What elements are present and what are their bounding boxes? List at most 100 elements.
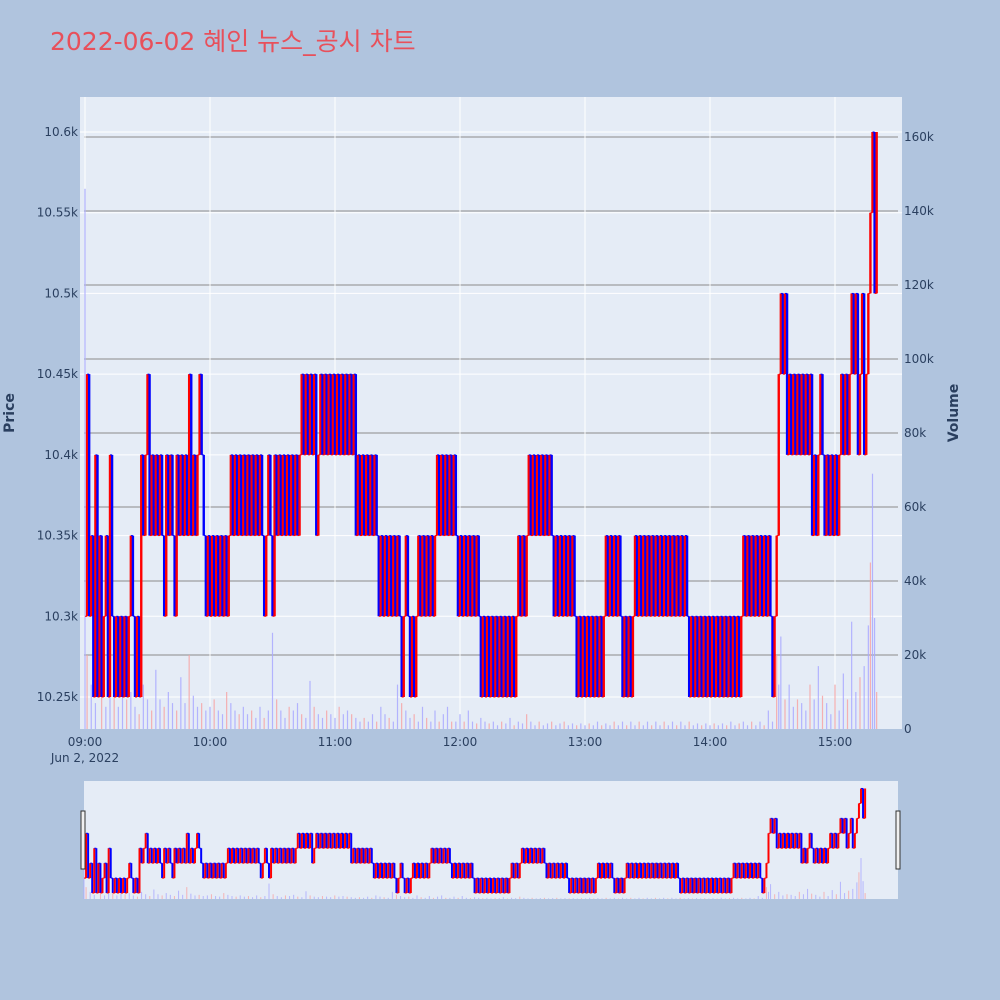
- slider-volume-bar: [264, 896, 266, 899]
- y2-tick-label: 40k: [904, 574, 926, 588]
- volume-bar: [459, 714, 461, 729]
- slider-volume-bar: [313, 896, 315, 899]
- volume-bar: [317, 714, 319, 729]
- slider-volume-bar: [190, 893, 192, 899]
- volume-bar: [155, 669, 157, 729]
- volume-bar: [455, 721, 457, 729]
- volume-bar: [367, 721, 369, 729]
- slider-volume-bar: [724, 898, 726, 899]
- slider-volume-bar: [202, 896, 204, 899]
- slider-volume-bar: [215, 896, 217, 899]
- volume-bar: [834, 684, 836, 729]
- range-slider-right-handle[interactable]: [895, 810, 901, 870]
- slider-volume-bar: [136, 896, 138, 899]
- volume-bar: [730, 721, 732, 729]
- volume-bar: [563, 721, 565, 729]
- volume-bar: [784, 699, 786, 729]
- slider-volume-bar: [778, 891, 780, 899]
- volume-bar: [876, 692, 878, 729]
- volume-bar: [692, 725, 694, 729]
- volume-bar: [355, 717, 357, 729]
- slider-volume-bar: [815, 894, 817, 899]
- slider-volume-bar: [317, 897, 319, 899]
- slider-volume-bar: [469, 898, 471, 899]
- slider-volume-bar: [231, 896, 233, 899]
- slider-volume-bar: [482, 898, 484, 899]
- slider-volume-bar: [149, 896, 151, 899]
- slider-volume-bar: [153, 889, 155, 899]
- volume-bar: [859, 677, 861, 729]
- volume-bar: [86, 655, 88, 729]
- slider-volume-bar: [165, 893, 167, 899]
- volume-bar: [451, 721, 453, 729]
- slider-volume-bar: [354, 897, 356, 899]
- volume-bar: [771, 721, 774, 729]
- volume-bar: [138, 714, 140, 729]
- slider-volume-bar: [650, 898, 652, 899]
- range-slider-left-handle[interactable]: [80, 810, 86, 870]
- slider-volume-bar: [609, 898, 611, 899]
- slider-volume-bar: [597, 898, 599, 899]
- volume-bar: [592, 725, 594, 729]
- slider-volume-bar: [239, 895, 241, 899]
- slider-volume-bar: [683, 898, 685, 899]
- y2-tick-label: 80k: [904, 426, 926, 440]
- volume-bar: [601, 725, 603, 729]
- y-tick-label: 10.5k: [44, 286, 78, 300]
- volume-bar: [596, 721, 599, 729]
- volume-bar: [334, 717, 336, 729]
- slider-volume-bar: [301, 897, 303, 899]
- volume-bar: [705, 723, 707, 729]
- slider-volume-bar: [104, 895, 106, 899]
- volume-bar: [313, 706, 315, 729]
- slider-volume-bar: [412, 897, 414, 899]
- volume-bar: [709, 725, 711, 729]
- volume-bar: [94, 703, 97, 729]
- slider-volume-bar: [182, 894, 184, 899]
- volume-bar: [213, 699, 215, 729]
- volume-bar: [284, 717, 286, 729]
- slider-volume-bar: [112, 893, 114, 899]
- slider-volume-bar: [749, 897, 751, 899]
- slider-volume-bar: [141, 891, 143, 899]
- slider-volume-bar: [173, 896, 175, 899]
- volume-bar: [205, 710, 207, 729]
- volume-bar: [201, 703, 203, 729]
- volume-bar: [742, 721, 744, 729]
- volume-bar: [467, 710, 469, 729]
- volume-bar: [109, 673, 111, 729]
- volume-bar: [488, 723, 490, 729]
- slider-volume-bar: [687, 898, 689, 899]
- slider-volume-bar: [585, 898, 587, 899]
- slider-volume-bar: [309, 895, 311, 899]
- volume-bar: [621, 721, 624, 729]
- volume-bar: [121, 684, 124, 729]
- volume-bar: [638, 721, 640, 729]
- slider-volume-bar: [371, 897, 373, 899]
- volume-bar: [184, 703, 186, 729]
- slider-volume-bar: [539, 898, 541, 899]
- volume-bar: [330, 714, 332, 729]
- volume-bar: [851, 621, 853, 729]
- slider-volume-bar: [613, 897, 615, 899]
- volume-bar: [134, 706, 136, 729]
- volume-bar: [796, 699, 799, 729]
- slider-volume-bar: [280, 897, 282, 899]
- slider-volume-bar: [712, 898, 714, 899]
- slider-volume-bar: [326, 896, 328, 899]
- volume-bar: [634, 725, 636, 729]
- slider-volume-bar: [494, 897, 496, 899]
- slider-volume-bar: [737, 898, 739, 899]
- slider-volume-bar: [474, 897, 476, 899]
- volume-bar: [263, 717, 265, 729]
- volume-bar: [484, 721, 486, 729]
- y-tick-label: 10.55k: [37, 206, 78, 220]
- slider-volume-bar: [178, 890, 180, 899]
- slider-volume-bar: [198, 894, 200, 899]
- slider-volume-bar: [720, 897, 722, 899]
- volume-bar: [251, 710, 253, 729]
- slider-volume-bar: [794, 896, 796, 899]
- slider-volume-bar: [93, 894, 95, 899]
- volume-bar: [513, 725, 515, 729]
